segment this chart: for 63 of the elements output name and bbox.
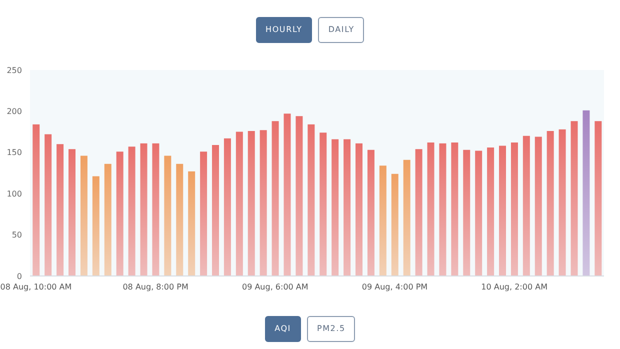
bar	[248, 130, 255, 276]
bar	[558, 129, 566, 276]
bar	[200, 152, 208, 276]
bar	[463, 150, 470, 276]
bar	[487, 147, 494, 276]
bar	[56, 144, 64, 276]
bar	[534, 136, 542, 276]
x-tick-label: 09 Aug, 4:00 PM	[362, 282, 428, 292]
y-tick-label: 100	[6, 189, 22, 198]
bar	[510, 142, 518, 276]
bar	[391, 174, 398, 276]
bar	[164, 156, 172, 276]
bar	[439, 143, 446, 276]
bar	[499, 146, 506, 276]
bar	[403, 160, 410, 276]
x-tick-label: 10 Aug, 2:00 AM	[481, 282, 548, 292]
bar	[80, 156, 88, 276]
bar	[140, 143, 148, 276]
bar	[427, 142, 434, 276]
bar	[582, 110, 590, 276]
bar	[332, 139, 339, 276]
y-tick-label: 0	[16, 272, 22, 281]
bar	[104, 164, 112, 276]
text: DAILY	[318, 17, 364, 43]
bar	[379, 166, 386, 276]
bar	[44, 134, 52, 276]
x-tick-label: 08 Aug, 8:00 PM	[122, 282, 188, 292]
bar	[116, 152, 124, 276]
bar	[272, 121, 279, 276]
text: PM2.5	[306, 316, 356, 342]
bar	[128, 146, 136, 276]
bar	[475, 150, 482, 276]
y-tick-label: 200	[6, 107, 22, 116]
bar	[356, 143, 363, 276]
bar	[212, 144, 220, 276]
bar	[188, 171, 196, 276]
y-tick-label: 250	[6, 66, 22, 75]
bar	[32, 124, 40, 276]
bar	[451, 142, 458, 276]
bar	[522, 136, 530, 276]
bar	[236, 132, 243, 276]
text: AQI	[264, 316, 301, 342]
bar	[415, 149, 422, 276]
y-tick-label: 150	[6, 148, 22, 158]
bar	[92, 176, 100, 276]
bar	[68, 149, 76, 276]
bar	[284, 114, 291, 276]
y-tick-label: 50	[12, 230, 22, 240]
bar	[367, 150, 374, 276]
bar	[152, 143, 160, 276]
bar	[260, 130, 267, 276]
bar	[308, 124, 315, 276]
bar	[570, 121, 578, 276]
bar	[594, 121, 602, 276]
text: HOURLY	[256, 17, 312, 43]
bar	[344, 139, 351, 276]
x-tick-label: 09 Aug, 6:00 AM	[242, 282, 308, 292]
bar	[320, 132, 327, 276]
bar	[224, 138, 231, 276]
bar	[176, 164, 184, 276]
bar	[546, 130, 554, 276]
bar	[296, 116, 303, 276]
x-tick-label: 08 Aug, 10:00 AM	[0, 282, 72, 292]
